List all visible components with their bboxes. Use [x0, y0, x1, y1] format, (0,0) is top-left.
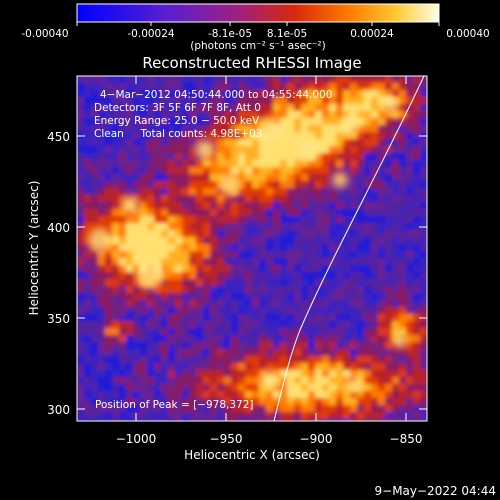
- colorbar-tick-label: 0.00040: [446, 28, 489, 40]
- colorbar-tick-label: -8.1e-05: [208, 28, 252, 40]
- colorbar-tick-label: 8.1e-05: [267, 28, 307, 40]
- y-tick-label: 400: [47, 221, 70, 235]
- y-tick-labels: 450 400 350 300: [47, 130, 70, 417]
- x-tick-label: −850: [390, 432, 423, 446]
- x-tick-label: −1000: [116, 432, 157, 446]
- y-tick-label: 450: [47, 130, 70, 144]
- y-axis-label: Heliocentric Y (arcsec): [27, 181, 41, 316]
- info-detectors: Detectors: 3F 5F 6F 7F 8F, Att 0: [94, 102, 261, 114]
- info-time-range: 4−Mar−2012 04:50:44.000 to 04:55:44.000: [100, 89, 332, 101]
- plot-frame: [76, 75, 428, 422]
- colorbar-tick-labels: -0.00040 -0.00024 -8.1e-05 8.1e-05 0.000…: [21, 28, 489, 40]
- info-counts: Clean Total counts: 4.98E+03: [94, 128, 263, 140]
- colorbar: [76, 3, 440, 23]
- x-tick-label: −950: [210, 432, 243, 446]
- colorbar-tick-label: -0.00024: [127, 28, 175, 40]
- y-tick-label: 300: [47, 403, 70, 417]
- plot-title: Reconstructed RHESSI Image: [142, 54, 361, 72]
- colorbar-ticks: [76, 22, 440, 26]
- x-tick-label: −900: [300, 432, 333, 446]
- colorbar-unit-label: (photons cm⁻² s⁻¹ asec⁻²): [190, 40, 325, 52]
- info-energy-range: Energy Range: 25.0 − 50.0 keV: [94, 115, 260, 127]
- info-block: 4−Mar−2012 04:50:44.000 to 04:55:44.000 …: [94, 89, 332, 140]
- x-axis-label: Heliocentric X (arcsec): [184, 448, 320, 462]
- x-tick-labels: −1000 −950 −900 −850: [116, 432, 423, 446]
- colorbar-tick-label: 0.00024: [350, 28, 394, 40]
- image-map: [77, 76, 427, 421]
- peak-position-label: Position of Peak = [−978,372]: [95, 399, 254, 411]
- axis-ticks: [77, 76, 427, 421]
- footer-date: 9−May−2022 04:44: [375, 484, 497, 498]
- solar-limb-line: [273, 76, 425, 421]
- y-tick-label: 350: [47, 312, 70, 326]
- colorbar-tick-label: -0.00040: [21, 28, 68, 40]
